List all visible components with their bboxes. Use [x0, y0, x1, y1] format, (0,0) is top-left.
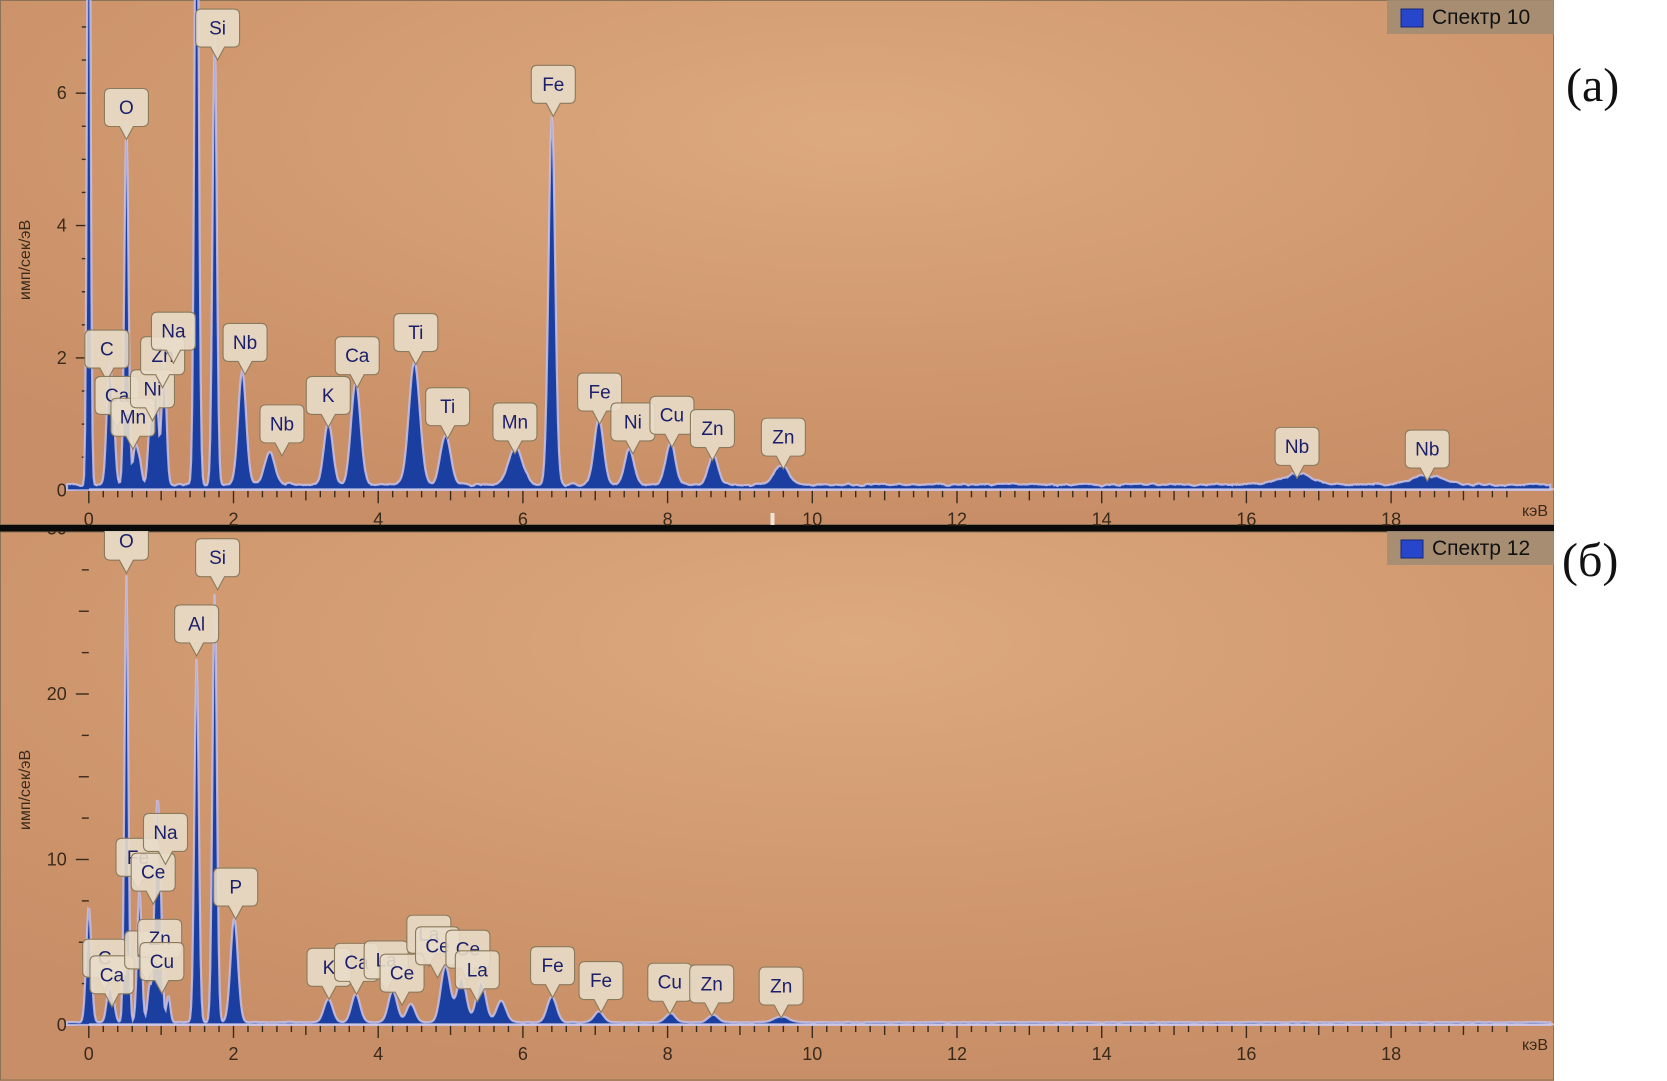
svg-text:2: 2 [57, 348, 67, 368]
svg-text:Ni: Ni [624, 412, 642, 433]
svg-text:имп/сек/эВ: имп/сек/эВ [17, 220, 34, 300]
svg-text:Si: Si [209, 548, 226, 569]
svg-text:14: 14 [1092, 1044, 1112, 1064]
svg-text:Na: Na [153, 823, 178, 844]
svg-text:Nb: Nb [1285, 437, 1309, 458]
svg-text:Ce: Ce [141, 863, 165, 884]
svg-text:P: P [229, 878, 242, 899]
svg-text:Nb: Nb [270, 414, 294, 435]
svg-text:K: K [323, 958, 336, 979]
svg-text:Fe: Fe [588, 383, 610, 404]
svg-text:Nb: Nb [1415, 440, 1439, 461]
svg-text:Спектр 10: Спектр 10 [1432, 6, 1530, 29]
svg-text:Cu: Cu [658, 973, 682, 994]
svg-text:16: 16 [1236, 1044, 1256, 1064]
svg-text:кэВ: кэВ [1522, 1037, 1548, 1054]
svg-text:6: 6 [518, 1044, 528, 1064]
svg-text:Zn: Zn [772, 428, 794, 449]
svg-text:10: 10 [802, 1044, 822, 1064]
svg-text:0: 0 [84, 1044, 94, 1064]
svg-text:Zn: Zn [701, 974, 723, 995]
svg-text:8: 8 [663, 1044, 673, 1064]
svg-text:O: O [119, 532, 134, 553]
svg-text:имп/сек/эВ: имп/сек/эВ [17, 750, 34, 830]
svg-text:La: La [467, 960, 489, 981]
svg-text:Mn: Mn [120, 408, 146, 429]
svg-text:Cu: Cu [660, 406, 684, 427]
svg-text:кэВ: кэВ [1522, 503, 1548, 520]
svg-text:Nb: Nb [233, 333, 257, 354]
svg-text:12: 12 [947, 1044, 967, 1064]
svg-text:Fe: Fe [542, 75, 564, 96]
svg-text:Спектр 12: Спектр 12 [1432, 537, 1530, 560]
svg-text:4: 4 [57, 216, 67, 236]
svg-text:Mn: Mn [502, 412, 528, 433]
svg-text:Si: Si [209, 19, 226, 40]
svg-text:2: 2 [228, 1044, 238, 1064]
svg-text:0: 0 [57, 1015, 67, 1035]
svg-text:C: C [100, 340, 114, 361]
svg-text:Ce: Ce [390, 964, 414, 985]
svg-text:4: 4 [373, 1044, 383, 1064]
svg-text:10: 10 [47, 850, 67, 870]
svg-text:Ti: Ti [408, 323, 423, 344]
svg-text:Zn: Zn [701, 419, 723, 440]
svg-text:Al: Al [188, 614, 205, 635]
svg-text:18: 18 [1381, 1044, 1401, 1064]
svg-text:Cu: Cu [150, 952, 174, 973]
svg-text:0: 0 [57, 480, 67, 500]
svg-text:Fe: Fe [590, 971, 612, 992]
svg-text:20: 20 [47, 684, 67, 704]
svg-text:O: O [119, 98, 134, 119]
svg-text:6: 6 [57, 83, 67, 103]
svg-text:Na: Na [161, 322, 186, 343]
svg-text:Zn: Zn [770, 977, 792, 998]
svg-text:Fe: Fe [541, 956, 563, 977]
svg-text:Ni: Ni [143, 379, 161, 400]
svg-text:Ti: Ti [440, 397, 455, 418]
svg-text:K: K [322, 386, 335, 407]
svg-text:Ca: Ca [345, 346, 370, 367]
svg-text:Ca: Ca [100, 965, 125, 986]
